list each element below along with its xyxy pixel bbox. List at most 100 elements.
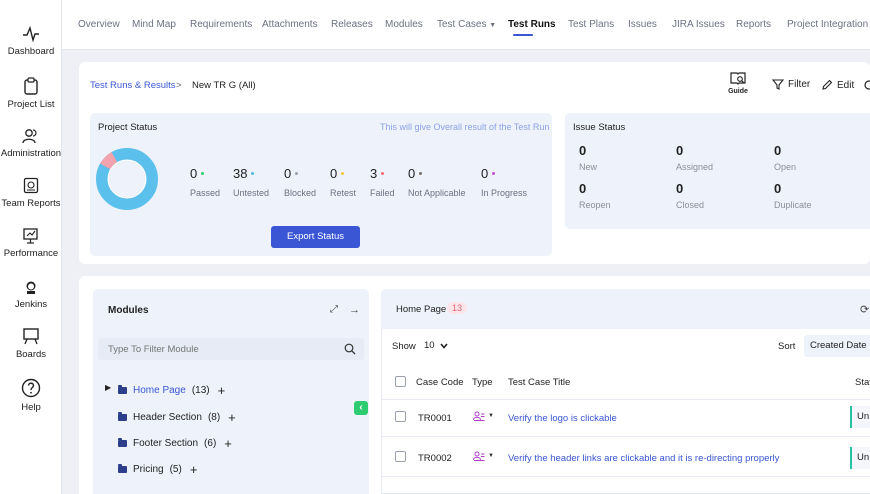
top-tab-bar xyxy=(62,0,870,50)
tab-reports[interactable]: Reports xyxy=(736,19,772,30)
stat-value: 0 xyxy=(481,166,489,181)
col-status[interactable]: Stat xyxy=(855,377,870,388)
case-title-link[interactable]: Verify the header links are clickable an… xyxy=(508,453,780,464)
tab-releases[interactable]: Releases xyxy=(331,19,373,30)
edit-button[interactable]: Edit xyxy=(821,79,854,91)
collapse-panel-button[interactable]: ‹ xyxy=(354,401,368,415)
modules-title: Modules xyxy=(108,305,149,316)
select-all-checkbox[interactable] xyxy=(395,376,406,387)
status-dot xyxy=(492,172,496,175)
stat-label: Failed xyxy=(370,188,395,198)
case-status[interactable]: Un xyxy=(850,406,870,428)
issue-count: 0 xyxy=(579,181,587,196)
tab-test-cases[interactable]: Test Cases ▼ xyxy=(437,19,496,30)
issue-label: New xyxy=(579,162,598,172)
issue-new: 0 New xyxy=(579,143,597,172)
add-submodule-icon[interactable]: + xyxy=(228,410,236,425)
tab-test-runs[interactable]: Test Runs xyxy=(508,19,556,30)
col-title[interactable]: Test Case Title xyxy=(508,377,571,388)
nav-boards[interactable]: Boards xyxy=(0,327,62,360)
case-type-select[interactable]: ▼ xyxy=(473,451,494,461)
nav-administration[interactable]: Administration xyxy=(0,128,62,159)
issue-count: 0 xyxy=(579,143,587,158)
refresh-icon[interactable]: ⟳ xyxy=(860,304,870,316)
tab-jira-issues[interactable]: JIRA Issues xyxy=(672,19,725,30)
status-dot xyxy=(201,172,205,175)
nav-dashboard[interactable]: Dashboard xyxy=(0,26,62,57)
row-divider xyxy=(382,436,870,437)
nav-label: Performance xyxy=(3,248,59,259)
case-code: TR0002 xyxy=(418,453,452,464)
show-label: Show xyxy=(392,341,416,352)
active-tab-indicator xyxy=(513,34,533,36)
module-pricing[interactable]: Pricing (5) + xyxy=(118,462,197,477)
issue-count: 0 xyxy=(774,143,782,158)
status-donut-chart xyxy=(96,148,158,210)
stat-untested: 38 Untested xyxy=(233,166,269,198)
status-dot xyxy=(251,172,255,175)
module-count: (13) xyxy=(191,385,210,396)
add-submodule-icon[interactable]: + xyxy=(224,436,232,451)
folder-icon xyxy=(118,385,127,394)
export-status-button[interactable]: Export Status xyxy=(271,226,360,248)
row-checkbox[interactable] xyxy=(395,411,406,422)
stat-label: Passed xyxy=(190,188,221,198)
breadcrumb-separator: > xyxy=(176,80,182,91)
page-size-select[interactable]: 10 xyxy=(424,340,448,351)
add-submodule-icon[interactable]: + xyxy=(217,383,226,398)
nav-label: Help xyxy=(21,402,41,413)
search-icon[interactable] xyxy=(344,343,356,355)
module-count: (5) xyxy=(169,464,182,475)
tab-attachments[interactable]: Attachments xyxy=(262,19,318,30)
stat-failed: 3 Failed xyxy=(370,166,395,198)
settings-icon[interactable] xyxy=(863,79,870,94)
manual-test-icon xyxy=(473,451,485,461)
nav-project-list[interactable]: Project List xyxy=(0,77,62,110)
stat-label: Blocked xyxy=(284,188,317,198)
tab-issues[interactable]: Issues xyxy=(628,19,657,30)
chevron-down-icon: ▼ xyxy=(488,453,494,459)
tab-project-integration[interactable]: Project Integration Ma xyxy=(787,19,870,30)
issue-closed: 0 Closed xyxy=(676,181,704,210)
breadcrumb-test-runs[interactable]: Test Runs & Results xyxy=(90,80,176,91)
tab-modules[interactable]: Modules xyxy=(385,19,423,30)
nav-team-reports[interactable]: Team Reports xyxy=(0,177,62,209)
chevron-down-icon xyxy=(439,342,448,349)
module-header-section[interactable]: Header Section (8) + xyxy=(118,410,236,425)
tab-requirements[interactable]: Requirements xyxy=(190,19,253,30)
cases-panel-title: Home Page xyxy=(396,304,447,315)
filter-button[interactable]: Filter xyxy=(772,79,810,90)
nav-help[interactable]: Help xyxy=(0,378,62,413)
stat-value: 0 xyxy=(330,166,338,181)
pencil-icon xyxy=(822,79,833,90)
tab-overview[interactable]: Overview xyxy=(78,19,120,30)
module-name: Home Page xyxy=(133,385,186,396)
tab-mind-map[interactable]: Mind Map xyxy=(132,19,176,30)
case-title-link[interactable]: Verify the logo is clickable xyxy=(508,413,617,424)
add-submodule-icon[interactable]: + xyxy=(189,462,198,477)
board-icon xyxy=(23,328,39,345)
nav-label: Team Reports xyxy=(1,198,61,209)
expand-caret-icon[interactable]: ▶ xyxy=(105,383,112,392)
issue-label: Assigned xyxy=(676,162,714,172)
module-name: Footer Section xyxy=(133,438,199,449)
case-count-badge: 13 xyxy=(447,302,468,314)
nav-label: Jenkins xyxy=(14,299,48,310)
tab-test-plans[interactable]: Test Plans xyxy=(568,19,615,30)
chevron-down-icon: ▼ xyxy=(489,22,497,29)
module-home-page[interactable]: Home Page (13) + xyxy=(118,383,225,398)
nav-jenkins[interactable]: Jenkins xyxy=(0,280,62,310)
col-case-code[interactable]: Case Code xyxy=(416,377,464,388)
case-type-select[interactable]: ▼ xyxy=(473,411,494,421)
sort-select[interactable]: Created Date xyxy=(804,335,870,357)
case-status[interactable]: Un xyxy=(850,447,870,469)
col-type[interactable]: Type xyxy=(472,377,493,388)
expand-icon[interactable]: ⤢ xyxy=(330,304,338,315)
module-filter-input[interactable] xyxy=(98,338,328,360)
module-footer-section[interactable]: Footer Section (6) + xyxy=(118,436,232,451)
nav-performance[interactable]: Performance xyxy=(0,227,62,259)
guide-button[interactable]: Guide xyxy=(727,71,749,95)
row-checkbox[interactable] xyxy=(395,451,406,462)
arrow-right-icon[interactable]: → xyxy=(349,304,360,316)
module-filter xyxy=(98,338,364,360)
